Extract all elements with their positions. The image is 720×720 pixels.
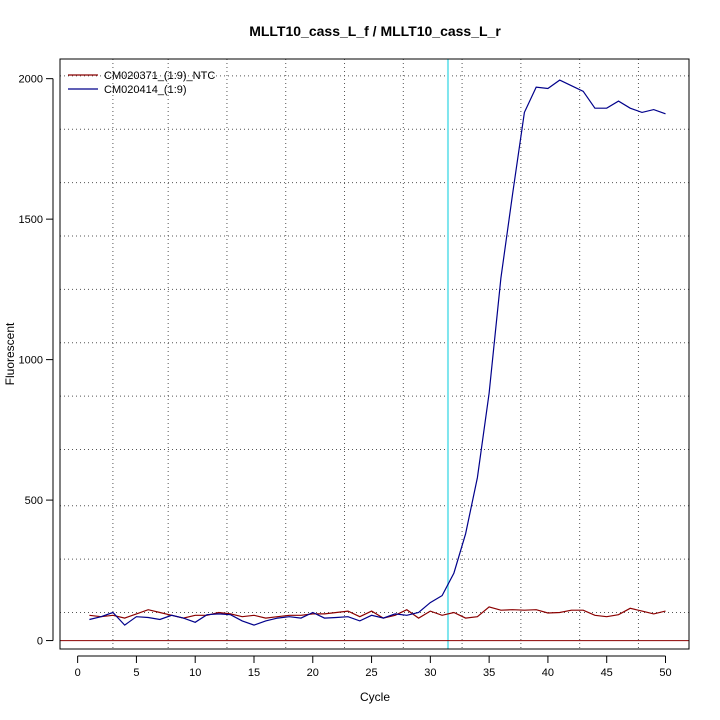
- y-tick-label: 0: [37, 636, 43, 648]
- y-tick-label: 2000: [19, 74, 43, 86]
- x-tick-label: 40: [542, 667, 554, 679]
- x-tick-label: 5: [133, 667, 139, 679]
- x-tick-label: 30: [424, 667, 436, 679]
- x-tick-label: 50: [659, 667, 671, 679]
- grid: [60, 59, 689, 649]
- series-line-2: [89, 79, 666, 626]
- chart-title: MLLT10_cass_L_f / MLLT10_cass_L_r: [249, 23, 501, 39]
- series-lines: [89, 79, 666, 626]
- y-axis: 0 500 1000 1500 2000: [19, 74, 54, 648]
- plot-frame: [59, 58, 690, 650]
- legend-label-1: CM020371_(1:9)_NTC: [104, 70, 215, 82]
- x-tick-label: 35: [483, 667, 495, 679]
- legend: CM020371_(1:9)_NTC CM020414_(1:9): [68, 70, 215, 96]
- x-tick-label: 25: [365, 667, 377, 679]
- x-tick-label: 45: [601, 667, 613, 679]
- y-tick-label: 500: [25, 495, 43, 507]
- x-axis-label: Cycle: [360, 690, 390, 704]
- x-tick-label: 0: [75, 667, 81, 679]
- x-tick-label: 15: [248, 667, 260, 679]
- y-axis-label: Fluorescent: [3, 322, 17, 385]
- x-axis: 0 5 10 15 20 25 30 35 40 45 50: [75, 655, 672, 679]
- series-line-1: [89, 606, 666, 619]
- x-tick-label: 10: [189, 667, 201, 679]
- y-tick-label: 1500: [19, 214, 43, 226]
- y-tick-label: 1000: [19, 355, 43, 367]
- x-tick-label: 20: [307, 667, 319, 679]
- legend-label-2: CM020414_(1:9): [104, 84, 187, 96]
